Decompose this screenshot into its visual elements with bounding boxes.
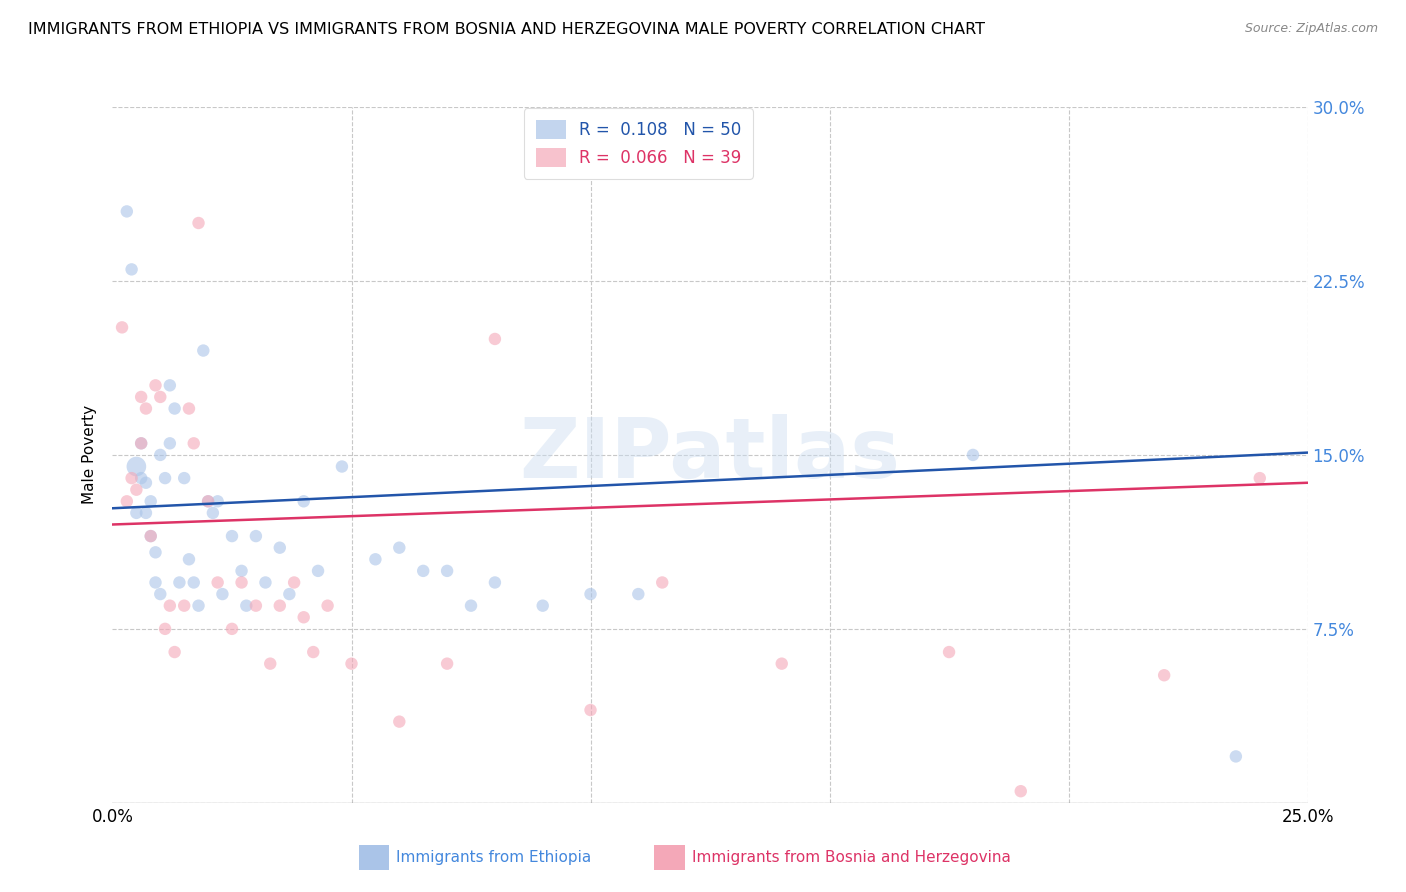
Point: [1249, 471, 1271, 485]
Point: [675, 123, 697, 137]
Point: [211, 587, 233, 601]
Point: [364, 552, 387, 566]
Point: [235, 599, 257, 613]
Text: IMMIGRANTS FROM ETHIOPIA VS IMMIGRANTS FROM BOSNIA AND HERZEGOVINA MALE POVERTY : IMMIGRANTS FROM ETHIOPIA VS IMMIGRANTS F…: [28, 22, 986, 37]
Point: [388, 714, 411, 729]
Point: [269, 541, 291, 555]
Point: [436, 564, 458, 578]
Point: [193, 343, 215, 358]
Point: [121, 262, 143, 277]
Point: [139, 529, 162, 543]
Point: [292, 610, 315, 624]
Point: [436, 657, 458, 671]
Point: [259, 657, 281, 671]
Point: [770, 657, 793, 671]
Point: [153, 622, 176, 636]
Point: [173, 471, 195, 485]
Point: [302, 645, 325, 659]
Point: [307, 564, 329, 578]
Point: [149, 587, 172, 601]
Text: Source: ZipAtlas.com: Source: ZipAtlas.com: [1244, 22, 1378, 36]
Point: [115, 204, 138, 219]
Y-axis label: Male Poverty: Male Poverty: [82, 405, 97, 505]
Point: [139, 494, 162, 508]
Legend: R =  0.108   N = 50, R =  0.066   N = 39: R = 0.108 N = 50, R = 0.066 N = 39: [524, 109, 752, 178]
Point: [1225, 749, 1247, 764]
Point: [125, 459, 148, 474]
Text: Immigrants from Bosnia and Herzegovina: Immigrants from Bosnia and Herzegovina: [692, 850, 1011, 864]
Point: [579, 703, 602, 717]
Point: [129, 436, 152, 450]
Point: [231, 564, 253, 578]
Point: [187, 599, 209, 613]
Point: [145, 545, 167, 559]
Point: [183, 575, 205, 590]
Point: [145, 378, 167, 392]
Point: [159, 378, 181, 392]
Point: [129, 436, 152, 450]
Point: [135, 506, 157, 520]
Point: [169, 575, 191, 590]
Point: [197, 494, 219, 508]
Point: [484, 575, 506, 590]
Point: [201, 506, 224, 520]
Point: [1153, 668, 1175, 682]
Point: [231, 575, 253, 590]
Point: [159, 599, 181, 613]
Point: [627, 587, 650, 601]
Point: [412, 564, 434, 578]
Point: [163, 645, 186, 659]
Point: [962, 448, 984, 462]
Point: [163, 401, 186, 416]
Point: [121, 471, 143, 485]
Point: [484, 332, 506, 346]
Point: [1010, 784, 1032, 798]
Point: [153, 471, 176, 485]
Point: [388, 541, 411, 555]
Point: [125, 506, 148, 520]
Point: [115, 494, 138, 508]
Text: Immigrants from Ethiopia: Immigrants from Ethiopia: [396, 850, 592, 864]
Text: ZIPatlas: ZIPatlas: [520, 415, 900, 495]
Point: [283, 575, 305, 590]
Point: [651, 575, 673, 590]
Point: [221, 622, 243, 636]
Point: [197, 494, 219, 508]
Point: [254, 575, 277, 590]
Point: [149, 448, 172, 462]
Point: [129, 471, 152, 485]
Point: [129, 390, 152, 404]
Point: [111, 320, 134, 334]
Point: [340, 657, 363, 671]
Point: [531, 599, 554, 613]
Point: [145, 575, 167, 590]
Point: [139, 529, 162, 543]
Point: [245, 529, 267, 543]
Point: [292, 494, 315, 508]
Point: [159, 436, 181, 450]
Point: [330, 459, 353, 474]
Point: [316, 599, 339, 613]
Point: [221, 529, 243, 543]
Point: [278, 587, 301, 601]
Point: [579, 587, 602, 601]
Point: [149, 390, 172, 404]
Point: [135, 475, 157, 490]
Point: [207, 575, 229, 590]
Point: [183, 436, 205, 450]
Point: [460, 599, 482, 613]
Point: [187, 216, 209, 230]
Point: [938, 645, 960, 659]
Point: [245, 599, 267, 613]
Point: [269, 599, 291, 613]
Point: [177, 401, 200, 416]
Point: [207, 494, 229, 508]
Point: [177, 552, 200, 566]
Point: [135, 401, 157, 416]
Point: [125, 483, 148, 497]
Point: [173, 599, 195, 613]
